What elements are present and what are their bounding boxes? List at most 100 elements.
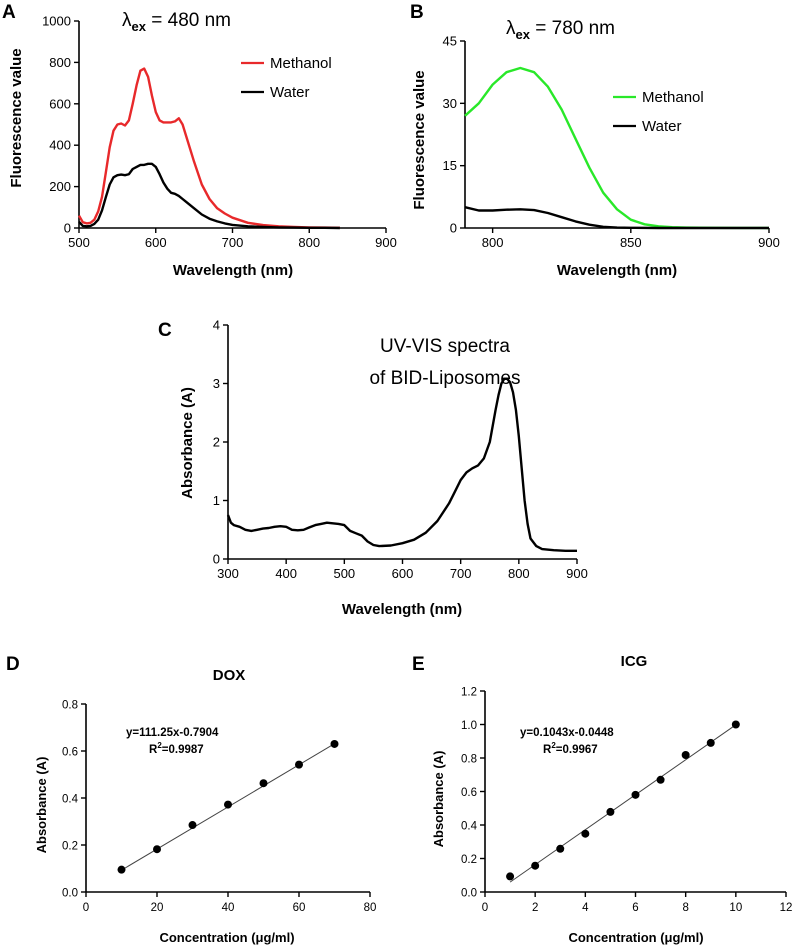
x-axis-label: Concentration (μg/ml) bbox=[568, 930, 703, 945]
x-tick-label: 6 bbox=[632, 902, 638, 914]
legend-label-methanol: Methanol bbox=[270, 55, 332, 72]
y-tick-label: 0 bbox=[213, 552, 220, 567]
regression-equation: y=0.1043x-0.0448 bbox=[520, 727, 614, 739]
panel-a: A λex = 480 nm 500 600 700 800 900 0 200 400 600… bbox=[2, 2, 397, 279]
x-tick-label: 10 bbox=[729, 902, 742, 914]
x-axis-label: Wavelength (nm) bbox=[342, 601, 462, 618]
y-axis-label: Absorbance (A) bbox=[431, 751, 446, 848]
x-tick-label: 12 bbox=[780, 902, 793, 914]
regression-equation: y=111.25x-0.7904 bbox=[126, 727, 219, 739]
data-point bbox=[556, 844, 565, 853]
y-tick-label: 15 bbox=[443, 158, 457, 173]
y-tick-label: 0 bbox=[64, 221, 71, 236]
data-point bbox=[631, 790, 640, 799]
x-tick-label: 60 bbox=[293, 902, 306, 914]
legend-label-methanol: Methanol bbox=[642, 89, 704, 106]
chart-title: DOX bbox=[213, 667, 246, 684]
fit-line bbox=[509, 724, 737, 883]
data-point bbox=[506, 872, 515, 881]
panel-a-annotation: λex = 480 nm bbox=[122, 10, 231, 34]
panel-d-label: D bbox=[6, 654, 20, 675]
y-tick-label: 400 bbox=[49, 138, 71, 153]
x-axis-label: Wavelength (nm) bbox=[173, 262, 293, 279]
panel-c: C UV-VIS spectra of BID-Liposomes 300 400… bbox=[158, 318, 588, 619]
y-tick-label: 1000 bbox=[42, 14, 71, 29]
legend-label-water: Water bbox=[270, 84, 309, 101]
x-tick-label: 800 bbox=[298, 235, 320, 250]
panel-d: D DOX y=111.25x-0.7904 R2=0.9987 0 20 40 60… bbox=[6, 654, 376, 945]
series-line-methanol bbox=[77, 67, 340, 229]
panel-e: E ICG y=0.1043x-0.0448 R2=0.9967 0 2 4 6 8 10… bbox=[412, 653, 792, 945]
y-tick-label: 45 bbox=[443, 34, 457, 49]
x-tick-label: 500 bbox=[68, 235, 90, 250]
series-line-bid-liposomes bbox=[226, 377, 577, 552]
panel-e-label: E bbox=[412, 654, 425, 675]
panel-b-label: B bbox=[410, 2, 424, 23]
y-axis-label: Absorbance (A) bbox=[34, 757, 49, 854]
x-tick-label: 500 bbox=[333, 566, 355, 581]
data-point bbox=[224, 800, 232, 809]
y-tick-label: 2 bbox=[213, 435, 220, 450]
y-tick-label: 1.0 bbox=[461, 720, 477, 732]
x-tick-label: 0 bbox=[482, 902, 488, 914]
data-point bbox=[117, 865, 126, 874]
panel-a-legend: Methanol Water bbox=[241, 55, 332, 101]
x-tick-label: 600 bbox=[392, 566, 414, 581]
chart-title: ICG bbox=[621, 653, 648, 670]
panel-a-label: A bbox=[2, 2, 16, 23]
x-tick-label: 20 bbox=[151, 902, 164, 914]
series-line-water bbox=[78, 162, 340, 230]
y-tick-label: 0.4 bbox=[461, 821, 478, 833]
x-tick-label: 900 bbox=[375, 235, 397, 250]
x-tick-label: 0 bbox=[83, 902, 89, 914]
data-point bbox=[259, 779, 268, 788]
panel-c-label: C bbox=[158, 320, 172, 341]
data-point bbox=[330, 739, 339, 748]
x-tick-label: 600 bbox=[145, 235, 167, 250]
series-line-water bbox=[464, 206, 769, 230]
series-line-methanol bbox=[464, 66, 770, 230]
y-tick-label: 1.2 bbox=[461, 687, 477, 699]
r-squared: R2=0.9967 bbox=[543, 741, 598, 756]
x-tick-label: 850 bbox=[620, 235, 642, 250]
x-tick-label: 900 bbox=[758, 235, 780, 250]
data-point bbox=[656, 775, 665, 784]
y-tick-label: 0.0 bbox=[62, 888, 78, 900]
x-tick-label: 4 bbox=[582, 902, 589, 914]
x-axis-label: Concentration (μg/ml) bbox=[159, 930, 294, 945]
y-tick-label: 600 bbox=[49, 96, 71, 111]
legend-label-water: Water bbox=[642, 118, 681, 135]
x-tick-label: 40 bbox=[222, 902, 235, 914]
y-tick-label: 1 bbox=[213, 493, 220, 508]
y-tick-label: 0.6 bbox=[461, 787, 477, 799]
x-tick-label: 900 bbox=[566, 566, 588, 581]
y-tick-label: 0.2 bbox=[461, 854, 477, 866]
data-point bbox=[153, 845, 161, 854]
panel-c-annotation-line-2: of BID-Liposomes bbox=[369, 368, 520, 389]
x-tick-label: 80 bbox=[364, 902, 377, 914]
y-axis-label: Absorbance (A) bbox=[179, 387, 196, 499]
y-tick-label: 4 bbox=[213, 318, 220, 333]
panel-b: B λex = 780 nm 800 850 900 0 15 30 45 Methanol… bbox=[410, 2, 780, 279]
y-axis-label: Fluorescence value bbox=[8, 48, 25, 187]
x-tick-label: 8 bbox=[682, 902, 688, 914]
y-tick-label: 200 bbox=[49, 179, 71, 194]
data-point bbox=[531, 861, 540, 870]
panel-b-legend: Methanol Water bbox=[613, 89, 704, 135]
data-point bbox=[188, 821, 197, 830]
x-axis-label: Wavelength (nm) bbox=[557, 262, 677, 279]
y-tick-label: 800 bbox=[49, 55, 71, 70]
y-tick-label: 30 bbox=[443, 96, 457, 111]
y-tick-label: 0.6 bbox=[62, 747, 78, 759]
y-tick-label: 0.8 bbox=[62, 700, 78, 712]
y-tick-label: 0.2 bbox=[62, 841, 78, 853]
data-point bbox=[706, 738, 715, 747]
data-point bbox=[295, 760, 303, 769]
data-point bbox=[606, 807, 615, 816]
x-tick-label: 300 bbox=[217, 566, 239, 581]
panel-c-annotation-line-1: UV-VIS spectra bbox=[380, 336, 510, 357]
data-point bbox=[681, 750, 690, 759]
y-axis-label: Fluorescence value bbox=[411, 70, 428, 209]
data-point bbox=[581, 829, 590, 838]
x-tick-label: 800 bbox=[482, 235, 504, 250]
